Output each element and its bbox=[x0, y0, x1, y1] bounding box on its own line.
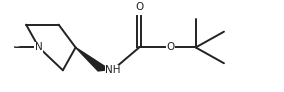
Text: O: O bbox=[135, 2, 143, 12]
Text: methyl: methyl bbox=[15, 46, 20, 47]
Text: methyl: methyl bbox=[15, 46, 20, 47]
Text: N: N bbox=[35, 42, 43, 52]
Text: NH: NH bbox=[105, 65, 121, 75]
Text: O: O bbox=[166, 42, 174, 52]
Polygon shape bbox=[76, 47, 110, 71]
